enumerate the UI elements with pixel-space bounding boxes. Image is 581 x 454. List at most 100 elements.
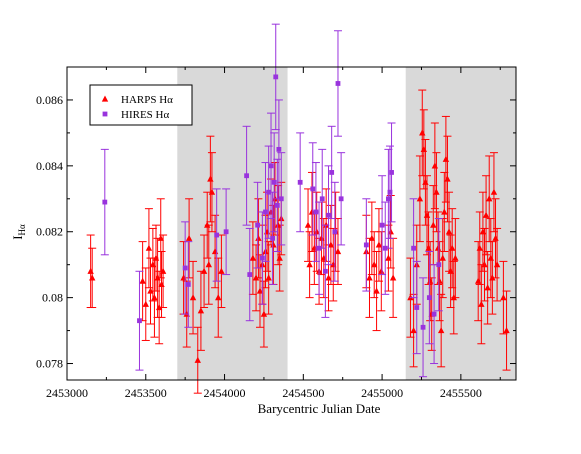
data-marker: [189, 294, 197, 301]
y-axis-label: IHα: [10, 224, 27, 240]
data-marker: [426, 295, 432, 301]
data-marker: [271, 179, 277, 185]
data-marker: [371, 261, 378, 268]
data-marker: [263, 209, 268, 215]
data-point: [184, 241, 193, 328]
data-marker: [439, 254, 446, 261]
data-point: [273, 158, 282, 253]
data-point: [443, 135, 452, 223]
data-point: [367, 201, 376, 276]
data-marker: [270, 241, 277, 248]
data-marker: [139, 277, 146, 284]
legend-box: [89, 84, 193, 126]
data-point: [304, 188, 313, 262]
data-marker: [389, 274, 397, 281]
data-marker: [102, 199, 108, 205]
data-marker: [327, 241, 335, 248]
data-marker: [313, 209, 319, 215]
data-marker: [205, 261, 212, 268]
data-marker: [416, 195, 424, 202]
data-point: [141, 267, 150, 341]
data-marker: [379, 222, 385, 228]
data-marker: [500, 294, 507, 301]
data-series: [86, 23, 511, 394]
data-point: [268, 191, 277, 285]
data-marker: [326, 212, 331, 218]
data-marker: [247, 272, 253, 277]
data-marker: [214, 232, 220, 238]
data-point: [86, 234, 95, 309]
data-marker: [215, 294, 222, 301]
data-marker: [490, 188, 498, 195]
y-axis-ticks: 0.078 0.08 0.082 0.084 0.086: [36, 93, 516, 371]
x-tick-label: 2454500: [282, 386, 324, 400]
data-marker: [89, 274, 96, 281]
data-marker: [318, 234, 325, 241]
data-marker: [433, 188, 440, 195]
data-point: [333, 218, 342, 285]
data-marker: [87, 267, 94, 274]
plot-frame: [66, 66, 517, 381]
data-point: [207, 152, 216, 233]
data-point: [418, 89, 427, 177]
data-marker: [481, 261, 488, 268]
data-marker: [194, 356, 201, 363]
data-marker: [260, 310, 268, 317]
data-point: [100, 148, 109, 256]
x-tick-label: 2455000: [361, 386, 403, 400]
data-marker: [306, 261, 313, 268]
data-point: [419, 277, 428, 378]
data-point: [185, 198, 194, 279]
data-point: [377, 231, 386, 312]
data-marker: [200, 267, 208, 274]
data-point: [277, 152, 286, 246]
data-marker: [255, 222, 261, 228]
data-point: [437, 293, 446, 368]
data-marker: [265, 274, 272, 281]
series-hires: [100, 23, 443, 378]
data-marker: [145, 244, 153, 251]
data-point: [493, 227, 502, 302]
data-point: [362, 198, 371, 292]
data-marker: [274, 202, 280, 208]
data-marker: [478, 300, 485, 307]
data-marker: [493, 261, 501, 268]
data-marker: [436, 277, 443, 284]
x-axis-label: Barycentric Julian Date: [258, 401, 381, 416]
data-marker: [249, 254, 257, 261]
data-marker: [182, 265, 188, 271]
data-marker: [431, 311, 437, 317]
data-marker: [325, 274, 332, 281]
y-axis-label-main: I: [10, 235, 25, 239]
data-marker: [268, 163, 274, 169]
data-point: [333, 30, 342, 137]
data-point: [135, 270, 144, 371]
y-tick-label: 0.078: [36, 357, 63, 371]
data-point: [330, 181, 339, 282]
data-marker: [185, 282, 191, 287]
y-axis-label-subscript: Hα: [17, 224, 27, 235]
data-marker: [389, 170, 394, 175]
data-marker: [255, 234, 262, 241]
data-point: [144, 208, 153, 289]
data-point: [264, 241, 273, 315]
data-marker: [482, 211, 490, 218]
data-point: [389, 237, 398, 318]
shaded-regions: [177, 67, 516, 380]
data-point: [189, 260, 198, 335]
data-marker: [223, 229, 229, 235]
data-marker: [387, 189, 393, 195]
data-marker: [142, 300, 149, 307]
data-point: [242, 125, 251, 226]
data-point: [222, 188, 231, 276]
data-point: [261, 162, 270, 262]
data-marker: [484, 284, 491, 291]
legend-marker-hires: [102, 111, 108, 117]
x-tick-label: 2454000: [204, 386, 246, 400]
legend-marker-harps: [101, 95, 109, 102]
legend-label-hires: HIRES Hα: [121, 109, 169, 121]
data-point: [425, 251, 434, 345]
data-marker: [387, 228, 394, 235]
data-point: [451, 218, 460, 299]
